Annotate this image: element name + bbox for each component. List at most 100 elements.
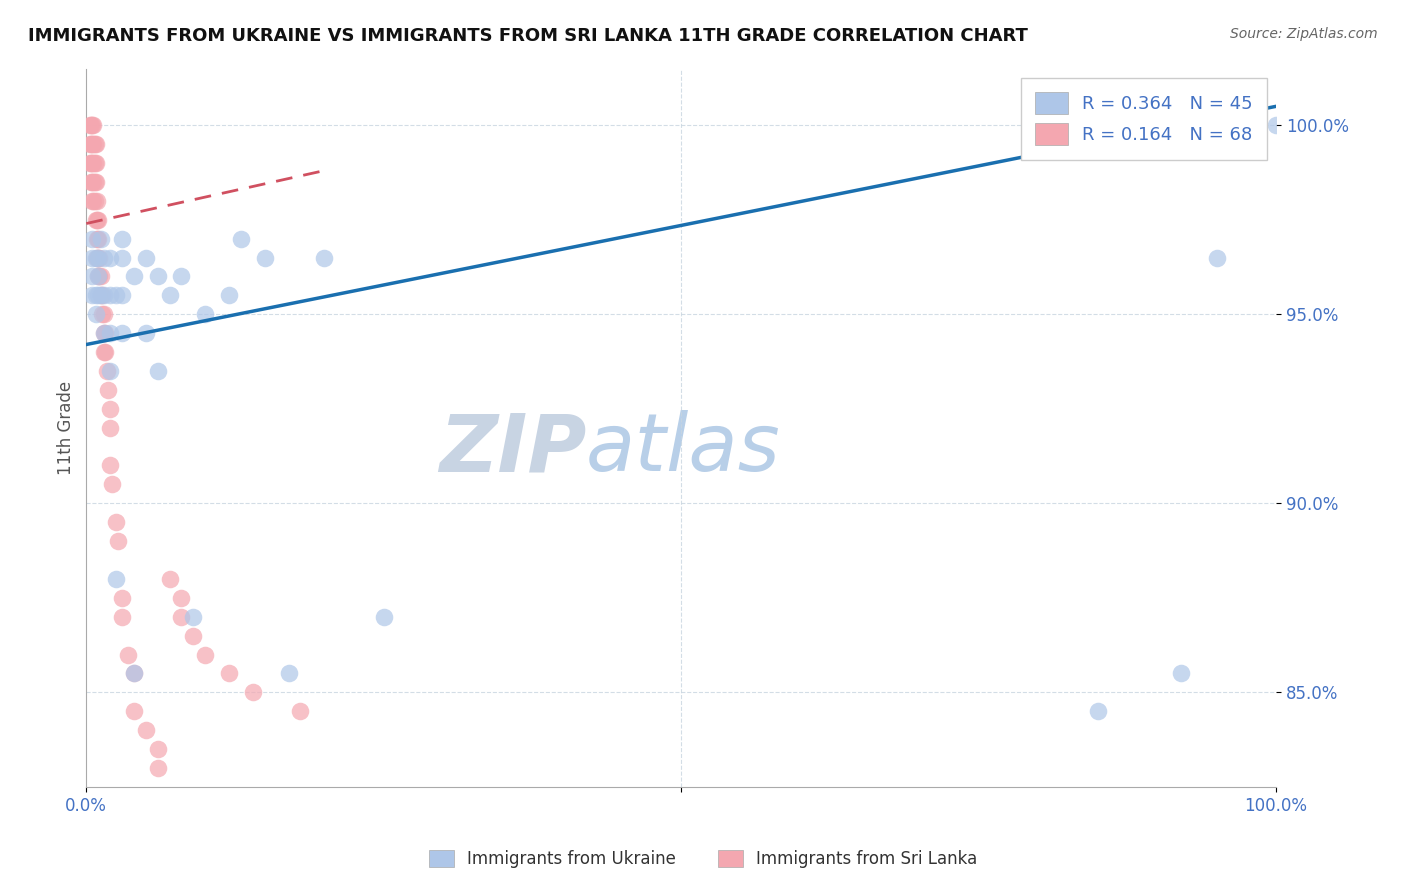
Text: IMMIGRANTS FROM UKRAINE VS IMMIGRANTS FROM SRI LANKA 11TH GRADE CORRELATION CHAR: IMMIGRANTS FROM UKRAINE VS IMMIGRANTS FR… <box>28 27 1028 45</box>
Point <box>82 175 104 189</box>
Point <box>80 156 103 170</box>
Point <box>373 609 395 624</box>
Point <box>170 609 193 624</box>
Point <box>122 704 145 718</box>
Point <box>79 156 101 170</box>
Text: ZIP: ZIP <box>439 410 586 488</box>
Point <box>101 477 124 491</box>
Point <box>111 232 134 246</box>
Point <box>82 118 104 132</box>
Point <box>93 307 115 321</box>
Point <box>111 326 134 341</box>
Point <box>84 175 107 189</box>
Point <box>84 307 107 321</box>
Point <box>80 118 103 132</box>
Point <box>89 251 111 265</box>
Point <box>122 666 145 681</box>
Point <box>159 288 181 302</box>
Point <box>111 288 134 302</box>
Point <box>170 591 193 605</box>
Point <box>82 137 104 152</box>
Point <box>98 364 121 378</box>
Point <box>83 194 105 208</box>
Point <box>117 648 139 662</box>
Point <box>94 326 117 341</box>
Point <box>93 288 115 302</box>
Point <box>79 137 101 152</box>
Point <box>83 175 105 189</box>
Point <box>111 591 134 605</box>
Point <box>96 364 118 378</box>
Legend: Immigrants from Ukraine, Immigrants from Sri Lanka: Immigrants from Ukraine, Immigrants from… <box>422 843 984 875</box>
Point <box>98 288 121 302</box>
Point <box>146 761 169 775</box>
Point <box>111 251 134 265</box>
Point <box>86 251 108 265</box>
Point <box>94 345 117 359</box>
Point <box>82 156 104 170</box>
Point <box>87 212 110 227</box>
Point <box>93 345 115 359</box>
Point <box>89 269 111 284</box>
Point <box>242 685 264 699</box>
Legend: R = 0.364   N = 45, R = 0.164   N = 68: R = 0.364 N = 45, R = 0.164 N = 68 <box>1021 78 1267 160</box>
Point <box>82 232 104 246</box>
Point <box>253 251 276 265</box>
Point <box>87 269 110 284</box>
Point <box>90 288 112 302</box>
Point <box>84 156 107 170</box>
Point <box>122 666 145 681</box>
Point <box>98 326 121 341</box>
Point <box>218 288 240 302</box>
Point <box>314 251 336 265</box>
Point <box>90 307 112 321</box>
Point <box>84 137 107 152</box>
Point <box>86 194 108 208</box>
Point <box>79 118 101 132</box>
Point <box>183 609 205 624</box>
Point <box>84 212 107 227</box>
Point <box>83 156 105 170</box>
Point <box>194 648 217 662</box>
Point <box>90 269 112 284</box>
Point <box>135 251 157 265</box>
Point <box>146 742 169 756</box>
Point <box>82 137 104 152</box>
Text: atlas: atlas <box>586 410 780 488</box>
Point <box>98 458 121 473</box>
Point <box>87 251 110 265</box>
Point <box>135 326 157 341</box>
Point <box>86 232 108 246</box>
Point <box>87 251 110 265</box>
Point <box>82 194 104 208</box>
Point <box>105 572 128 586</box>
Point <box>218 666 240 681</box>
Point <box>80 175 103 189</box>
Point <box>87 269 110 284</box>
Point <box>290 704 312 718</box>
Point <box>146 269 169 284</box>
Point <box>82 175 104 189</box>
Point <box>84 251 107 265</box>
Point <box>1265 118 1288 132</box>
Text: Source: ZipAtlas.com: Source: ZipAtlas.com <box>1230 27 1378 41</box>
Point <box>90 288 112 302</box>
Point <box>98 401 121 416</box>
Point <box>111 609 134 624</box>
Point <box>135 723 157 738</box>
Point <box>90 288 112 302</box>
Point <box>82 288 104 302</box>
Point <box>97 383 120 397</box>
Point <box>82 156 104 170</box>
Point <box>84 288 107 302</box>
Point <box>183 629 205 643</box>
Point <box>82 194 104 208</box>
Point <box>105 515 128 529</box>
Point <box>93 251 115 265</box>
Point <box>82 269 104 284</box>
Point <box>90 232 112 246</box>
Point <box>80 137 103 152</box>
Point <box>1170 666 1192 681</box>
Point <box>194 307 217 321</box>
Point <box>146 364 169 378</box>
